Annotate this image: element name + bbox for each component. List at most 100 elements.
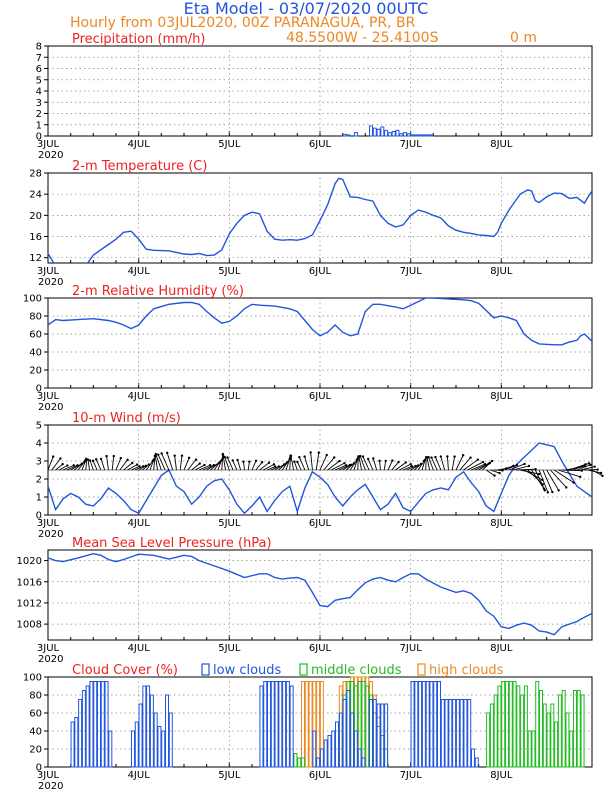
wind-barb [297,461,302,471]
middle-cloud-bar [486,712,491,768]
wind-barb [470,463,486,471]
wind-barb [290,455,294,471]
wind-barb [527,469,544,485]
high-cloud-bar [308,681,313,768]
wind-barb [66,464,78,471]
y-tick-label: 2 [36,109,42,120]
wind-barb [62,464,74,471]
wind-barb-head [317,451,321,454]
low-cloud-bar [104,681,109,768]
low-cloud-bar [312,730,317,768]
y-tick-label: 1020 [17,556,42,567]
middle-cloud-bar [531,730,536,768]
wind-barb-head [601,474,604,478]
low-cloud-bar [361,757,366,768]
panel-3: 0 20 40 60 80 100 3JUL 4JUL 5JUL 6JUL 7JUL 8JUL 2020… [23,284,593,413]
x-tick-label: 8JUL [490,770,513,781]
x-tick-label: 3JUL [37,643,60,654]
low-cloud-bar [346,690,351,768]
wind-barb [440,456,446,471]
low-cloud-bar [410,681,415,768]
precip-bar [380,126,385,137]
panel-6: 0 20 40 60 80 100 3JUL 4JUL 5JUL 6JUL 7JUL 8JUL 2020… [23,663,593,792]
wind-barb-head [361,455,365,458]
wind-barb [95,459,102,471]
low-cloud-bar [89,681,94,768]
middle-cloud-bar [293,753,298,768]
wind-barb-head [138,465,141,468]
wind-barb [553,469,574,484]
low-cloud-bar [338,712,343,768]
x-tick-label: 5JUL [218,266,241,277]
wind-barb [285,457,291,471]
x-tick-label: 8JUL [490,518,513,529]
x-tick-label: 5JUL [218,139,241,150]
wind-barb [357,456,359,471]
x-tick-label: 7JUL [400,770,423,781]
middle-cloud-bar [565,712,570,768]
x-tick-label: 4JUL [128,266,151,277]
wind-barb [247,461,250,471]
y-tick-label: 20 [29,366,42,377]
wind-barb [501,465,514,471]
wind-barb [266,466,276,471]
y-tick-label: 2 [36,475,42,486]
legend-swatch [201,663,210,676]
wind-barb-head [397,460,400,464]
low-cloud-bar [259,685,264,768]
x-tick-label: 5JUL [218,391,241,402]
precip-bar [342,133,347,137]
low-cloud-bar [455,699,460,768]
wind-barb-head [469,456,472,459]
precip-bar [421,134,426,137]
wind-barb [174,455,177,471]
wind-barb [154,456,158,471]
wind-barb-head [461,454,465,457]
low-cloud-bar [142,685,147,768]
wind-barb-head [52,455,55,458]
wind-barb-head [453,455,456,458]
y-tick-label: 100 [23,294,42,305]
wind-barb [387,460,393,471]
location-coords: 48.5500W - 25.4100S [286,30,439,46]
low-cloud-bar [85,685,90,768]
wind-barb [111,456,115,471]
low-cloud-bar [100,681,105,768]
low-cloud-bar [93,681,98,768]
low-cloud-bar [474,757,479,768]
low-cloud-bar [134,721,139,768]
y-tick-label: 40 [29,727,42,738]
middle-cloud-bar [569,730,574,768]
wind-barb [459,457,471,471]
wind-barb [379,460,381,471]
wind-barb-head [154,452,158,456]
wind-barb [463,459,479,471]
wind-barb [187,459,197,471]
wind-barb [323,457,335,471]
wind-barb [237,459,242,471]
panel-2: 12 16 20 24 28 3JUL 4JUL 5JUL 6JUL 7JUL 8JUL 2020 2-… [29,159,593,288]
series-line [48,442,592,515]
low-cloud-bar [319,748,324,768]
wind-barb-head [59,457,62,460]
low-cloud-bar [440,699,445,768]
wind-barb-head [165,451,169,455]
x-year-label: 2020 [38,781,63,792]
wind-barb-head [208,464,212,467]
wind-barb [138,465,147,471]
y-tick-label: 6 [36,64,42,75]
wind-barb-head [391,459,394,462]
high-cloud-bar [316,681,321,768]
wind-barb [179,455,183,471]
wind-barb-head [135,463,139,466]
low-cloud-bar [81,690,86,768]
wind-barb-head [160,452,163,455]
wind-barb-head [61,462,64,466]
wind-barb [85,459,88,471]
low-cloud-bar [108,730,113,768]
wind-barb-head [344,464,348,467]
wind-barb-head [131,461,134,465]
